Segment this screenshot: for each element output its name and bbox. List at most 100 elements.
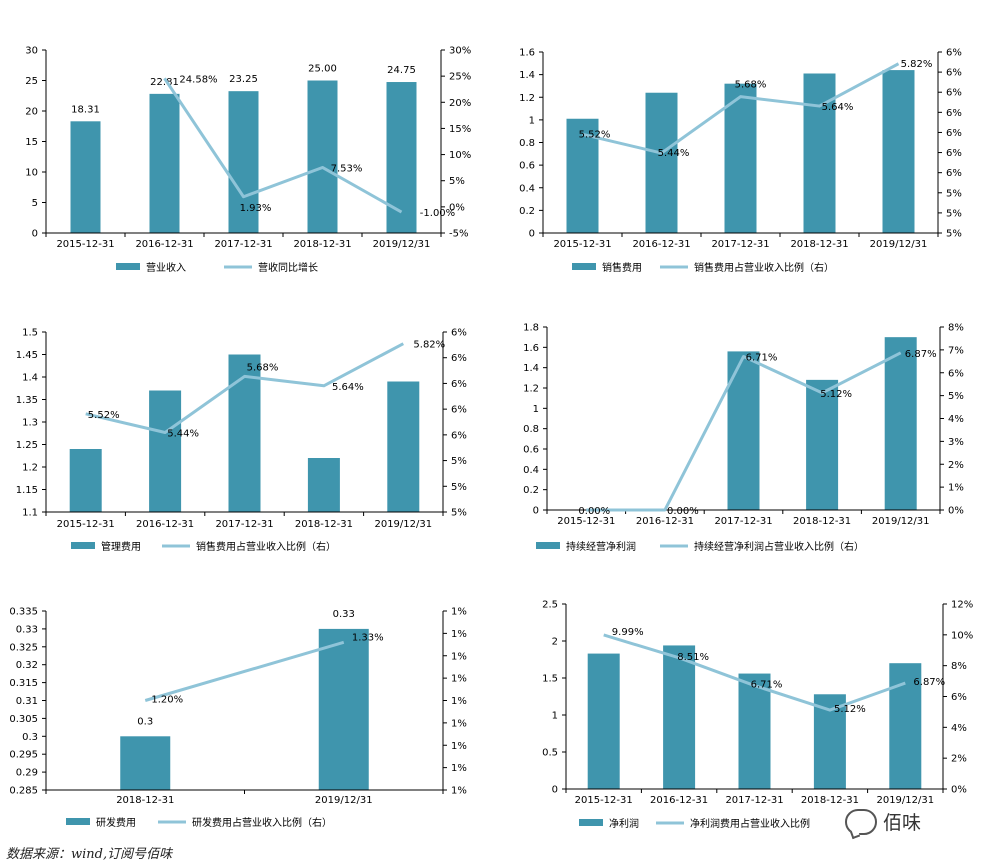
right-tick-label: 1% — [451, 674, 467, 685]
chart-4: 0 0.2 0.4 0.6 0.8 1 1.2 1.4 1.6 1.8 0% 1% 2% 3% 4% 5% 6%… — [523, 323, 964, 554]
source-note: 数据来源：wind,订阅号佰味 — [6, 847, 173, 862]
watermark-text: 佰味 — [883, 812, 922, 834]
right-tick-label: 6% — [946, 168, 962, 179]
right-tick-label: 20% — [449, 98, 471, 109]
left-tick-label: 0.8 — [523, 424, 539, 435]
left-tick-label: 0.335 — [9, 607, 38, 618]
bar — [803, 73, 836, 234]
right-tick-label: 1% — [451, 718, 467, 729]
legend: 净利润 净利润费用占营业收入比例 — [579, 817, 810, 830]
right-tick-label: 2% — [951, 754, 967, 765]
bar-data-label: 23.25 — [229, 74, 258, 85]
bar — [645, 92, 678, 233]
line-data-label: 6.71% — [746, 353, 778, 364]
bar — [806, 379, 839, 510]
line-series — [85, 342, 405, 435]
right-tick-label: 6% — [946, 48, 962, 59]
legend-bar-label: 净利润 — [609, 817, 639, 830]
line-data-label: 6.71% — [751, 680, 783, 691]
x-tick-label: 2019/12/31 — [315, 795, 373, 806]
line-data-label: 5.52% — [88, 410, 120, 421]
x-tick-label: 2018-12-31 — [790, 239, 848, 250]
right-tick-label: 12% — [951, 600, 973, 611]
right-tick-label: 5% — [946, 208, 962, 219]
right-tick-label: 2% — [948, 460, 964, 471]
bar — [70, 121, 101, 233]
line-data-label: 9.99% — [612, 627, 644, 638]
left-tick-label: 1 — [552, 711, 558, 722]
line-data-label: 6.87% — [905, 349, 937, 360]
x-tick-label: 2015-12-31 — [575, 795, 633, 806]
bar-data-label: 0.3 — [137, 716, 153, 727]
bar — [587, 653, 620, 789]
line-data-label: 5.52% — [579, 129, 611, 140]
left-tick-label: 1.4 — [22, 373, 38, 384]
right-tick-label: 1% — [451, 651, 467, 662]
bar — [318, 628, 369, 790]
right-tick-label: 30% — [449, 46, 471, 57]
legend-bar-label: 营业收入 — [146, 261, 186, 274]
right-tick-label: 6% — [451, 353, 467, 364]
left-tick-label: 0.32 — [16, 660, 38, 671]
left-tick-label: 0 — [32, 229, 38, 240]
right-tick-label: 5% — [451, 482, 467, 493]
left-tick-label: 1.4 — [519, 70, 535, 81]
left-tick-label: 1.4 — [523, 363, 539, 374]
wechat-icon — [845, 808, 877, 835]
left-tick-label: 0.2 — [519, 206, 535, 217]
legend: 销售费用 销售费用占营业收入比例（右） — [572, 261, 834, 274]
right-tick-label: 1% — [948, 483, 964, 494]
right-tick-label: 5% — [449, 176, 465, 187]
line-data-label: 5.12% — [834, 704, 866, 715]
watermark: 佰味 — [845, 808, 921, 835]
left-tick-label: 0.295 — [9, 750, 38, 761]
x-tick-label: 2015-12-31 — [57, 519, 115, 530]
right-tick-label: 6% — [451, 430, 467, 441]
bar-data-label: 0.33 — [333, 609, 355, 620]
legend-bar-swatch — [71, 542, 95, 549]
left-tick-label: 1.45 — [16, 350, 38, 361]
right-tick-label: 8% — [951, 661, 967, 672]
line-data-label: 5.82% — [413, 340, 445, 351]
chart-6: 0 0.5 1 1.5 2 2.5 0% 2% 4% 6% 8% 10% 12% 2015-12-31 20… — [542, 600, 973, 831]
left-tick-label: 0.4 — [519, 183, 535, 194]
line-data-label: 5.68% — [735, 80, 767, 91]
legend-bar-swatch — [579, 819, 603, 826]
chart-5: 0.3 0.33 0.285 0.29 0.295 0.3 0.305 0.31 0.315 0.… — [9, 607, 467, 830]
x-tick-label: 2016-12-31 — [650, 795, 708, 806]
right-tick-label: 1% — [451, 629, 467, 640]
right-tick-label: 6% — [946, 108, 962, 119]
bar — [69, 449, 102, 512]
x-tick-label: 2017-12-31 — [215, 519, 273, 530]
line-data-label: 5.12% — [820, 389, 852, 400]
right-tick-label: 0% — [948, 506, 964, 517]
x-tick-label: 2019/12/31 — [870, 239, 928, 250]
line-data-label: 6.87% — [913, 677, 945, 688]
x-tick-label: 2015-12-31 — [557, 516, 615, 527]
left-tick-label: 1 — [529, 115, 535, 126]
left-tick-label: 1.5 — [542, 674, 558, 685]
left-tick-label: 20 — [25, 107, 38, 118]
x-tick-label: 2015-12-31 — [56, 239, 114, 250]
legend-bar-label: 管理费用 — [101, 540, 141, 553]
right-tick-label: 5% — [946, 188, 962, 199]
left-tick-label: 1.35 — [16, 395, 38, 406]
left-tick-label: 0.3 — [22, 732, 38, 743]
left-tick-label: 1.5 — [22, 328, 38, 339]
left-tick-label: 15 — [25, 137, 38, 148]
left-tick-label: 0.285 — [9, 786, 38, 797]
bar — [663, 645, 696, 789]
legend: 研发费用 研发费用占营业收入比例（右） — [66, 816, 332, 829]
right-tick-label: 8% — [948, 323, 964, 334]
line-data-label: 1.20% — [151, 695, 183, 706]
right-tick-label: 6% — [948, 368, 964, 379]
bar — [307, 458, 340, 512]
line-data-label: 7.53% — [331, 163, 363, 174]
left-tick-label: 0.2 — [523, 485, 539, 496]
bar — [882, 70, 915, 233]
bar — [884, 337, 917, 510]
x-tick-label: 2019/12/31 — [876, 795, 934, 806]
right-tick-label: 6% — [451, 328, 467, 339]
left-tick-label: 0 — [533, 506, 539, 517]
